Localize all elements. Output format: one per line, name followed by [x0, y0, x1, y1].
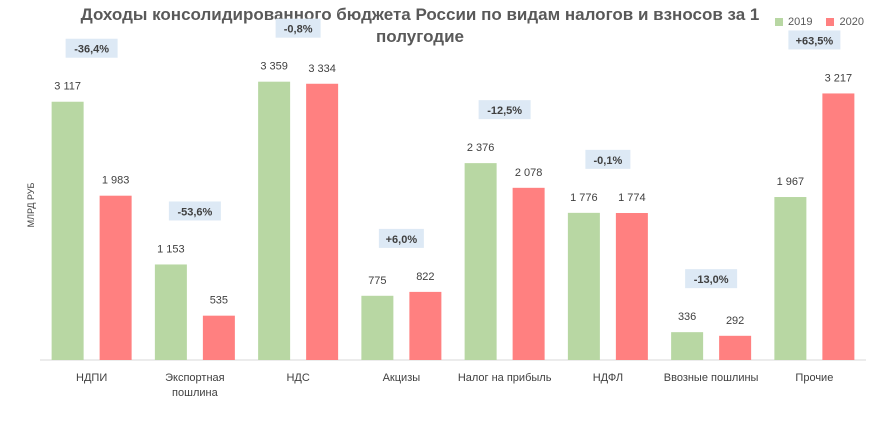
change-badge-bg-6 — [685, 269, 738, 289]
data-label-2020-2: 3 334 — [308, 63, 336, 75]
x-tick-label-1-line2: пошлина — [172, 387, 219, 399]
data-label-2020-3: 822 — [416, 271, 434, 283]
x-tick-label-5: НДФЛ — [593, 372, 623, 384]
legend-swatch-2019 — [775, 18, 783, 26]
data-label-2019-5: 1 776 — [570, 192, 598, 204]
bar-2019-0 — [51, 101, 84, 360]
change-badge-5: -0,1% — [594, 155, 623, 167]
change-badge-3: +6,0% — [386, 234, 418, 246]
bar-2019-4 — [464, 163, 497, 360]
change-badge-2: -0,8% — [284, 24, 313, 36]
change-badge-bg-3 — [378, 228, 424, 248]
data-label-2019-2: 3 359 — [260, 61, 288, 73]
data-label-2020-0: 1 983 — [102, 175, 130, 187]
bar-2020-5 — [615, 213, 648, 360]
change-badge-6: -13,0% — [694, 274, 729, 286]
chart-title: Доходы консолидированного бюджета России… — [80, 5, 760, 46]
bar-2020-4 — [512, 187, 545, 360]
change-badge-bg-0 — [65, 38, 118, 58]
change-badge-1: -53,6% — [177, 206, 212, 218]
change-badge-bg-4 — [478, 100, 531, 120]
data-label-2019-7: 1 967 — [777, 176, 805, 188]
bar-2020-3 — [409, 291, 442, 360]
bar-2020-1 — [202, 315, 235, 360]
change-badge-bg-1 — [168, 201, 221, 221]
data-label-2020-6: 292 — [726, 315, 744, 327]
x-tick-label-7: Прочие — [795, 372, 833, 384]
bar-2020-7 — [822, 93, 855, 360]
bar-2019-7 — [774, 197, 807, 360]
data-label-2019-0: 3 117 — [54, 81, 81, 93]
x-tick-label-4: Налог на прибыль — [458, 372, 552, 384]
change-badge-7: +63,5% — [796, 35, 834, 47]
bar-2019-5 — [567, 212, 600, 360]
data-label-2020-5: 1 774 — [618, 192, 646, 204]
change-badge-bg-2 — [275, 18, 321, 38]
legend-item-2020: 2020 — [826, 16, 864, 28]
bar-2019-6 — [671, 332, 704, 360]
x-tick-label-2: НДС — [286, 372, 309, 384]
bar-2019-1 — [154, 264, 187, 360]
x-tick-label-0: НДПИ — [76, 372, 107, 384]
bar-2019-2 — [258, 81, 291, 360]
legend: 2019 2020 — [775, 16, 864, 28]
legend-item-2019: 2019 — [775, 16, 812, 28]
change-badge-0: -36,4% — [74, 44, 109, 56]
x-tick-label-1: Экспортная — [165, 372, 225, 384]
change-badge-bg-5 — [585, 149, 631, 169]
bar-2019-3 — [361, 295, 394, 360]
legend-label-2019: 2019 — [788, 16, 813, 28]
legend-label-2020: 2020 — [839, 16, 864, 28]
data-label-2020-4: 2 078 — [515, 167, 543, 179]
data-label-2020-1: 535 — [210, 295, 228, 307]
data-label-2020-7: 3 217 — [825, 72, 853, 84]
bar-2020-0 — [99, 195, 132, 360]
legend-swatch-2020 — [826, 18, 835, 26]
x-tick-label-6: Ввозные пошлины — [664, 372, 759, 384]
y-axis-label: МЛРД РУБ — [26, 182, 36, 227]
data-label-2019-4: 2 376 — [467, 142, 495, 154]
data-label-2019-6: 336 — [678, 311, 696, 323]
data-label-2019-3: 775 — [368, 275, 386, 287]
bar-2020-2 — [306, 83, 339, 361]
bar-2020-6 — [719, 335, 752, 360]
x-tick-label-3: Акцизы — [383, 372, 421, 384]
change-badge-4: -12,5% — [487, 105, 522, 117]
data-label-2019-1: 1 153 — [157, 243, 185, 255]
change-badge-bg-7 — [788, 30, 841, 50]
